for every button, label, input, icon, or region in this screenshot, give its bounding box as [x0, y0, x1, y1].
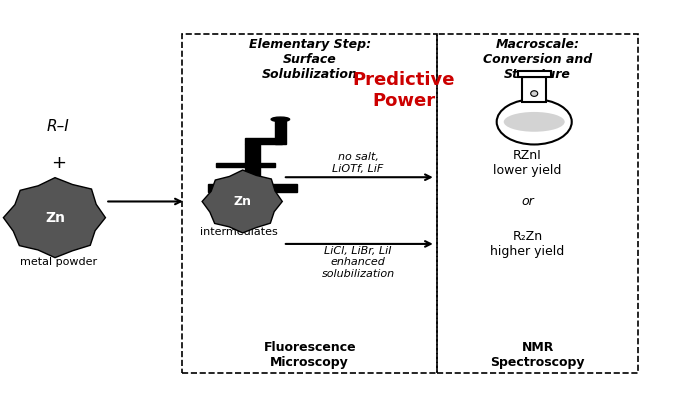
Text: R: R	[213, 179, 221, 192]
FancyBboxPatch shape	[246, 144, 260, 184]
Text: I: I	[267, 179, 270, 192]
Text: no salt,
LiOTf, LiF: no salt, LiOTf, LiF	[332, 152, 384, 174]
FancyBboxPatch shape	[518, 72, 551, 77]
Text: RZnI
lower yield: RZnI lower yield	[493, 149, 562, 177]
FancyBboxPatch shape	[216, 163, 275, 167]
Text: R₂Zn
higher yield: R₂Zn higher yield	[491, 230, 565, 258]
Text: Elementary Step:
Surface
Solubilization: Elementary Step: Surface Solubilization	[248, 38, 371, 81]
Text: Macroscale:
Conversion and
Structure: Macroscale: Conversion and Structure	[483, 38, 592, 81]
FancyBboxPatch shape	[275, 119, 286, 144]
Ellipse shape	[271, 117, 289, 122]
Polygon shape	[3, 177, 106, 258]
Text: +: +	[51, 154, 66, 172]
Ellipse shape	[497, 99, 572, 144]
Text: Zn: Zn	[45, 211, 65, 225]
Text: LiCl, LiBr, LiI
enhanced
solubilization: LiCl, LiBr, LiI enhanced solubilization	[322, 245, 394, 279]
Ellipse shape	[531, 91, 538, 96]
Ellipse shape	[503, 112, 565, 132]
Text: Fluorescence
Microscopy: Fluorescence Microscopy	[263, 341, 356, 369]
Text: or: or	[521, 195, 534, 208]
Text: R–I: R–I	[47, 119, 70, 134]
Polygon shape	[202, 170, 282, 233]
FancyBboxPatch shape	[522, 77, 546, 102]
Text: Zn: Zn	[234, 195, 252, 208]
Text: NMR
Spectroscopy: NMR Spectroscopy	[491, 341, 585, 369]
FancyBboxPatch shape	[209, 184, 297, 192]
Ellipse shape	[244, 171, 257, 177]
Text: intermediates: intermediates	[201, 227, 278, 237]
Text: metal powder: metal powder	[20, 257, 97, 267]
Text: Predictive
Power: Predictive Power	[352, 71, 455, 110]
FancyBboxPatch shape	[246, 138, 282, 144]
